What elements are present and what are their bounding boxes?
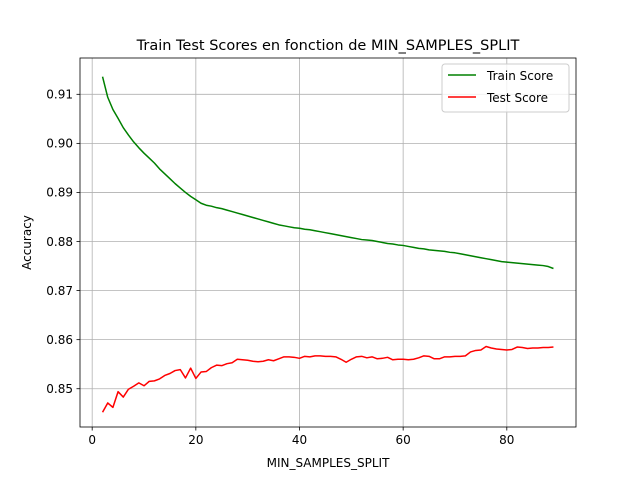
x-tick-label: 0: [88, 433, 96, 447]
test-score-line: [101, 345, 554, 413]
legend-label-train: Train Score: [486, 69, 553, 83]
y-tick-label: 0.90: [46, 137, 73, 151]
y-tick-label: 0.87: [46, 284, 73, 298]
train-score-line: [101, 76, 554, 270]
y-tick-label: 0.91: [46, 88, 73, 102]
grid: [80, 58, 576, 427]
legend-label-test: Test Score: [486, 91, 548, 105]
x-tick-label: 80: [499, 433, 514, 447]
y-tick-label: 0.89: [46, 186, 73, 200]
plot-area: [80, 58, 576, 427]
y-tick-label: 0.88: [46, 235, 73, 249]
y-tick-label: 0.85: [46, 382, 73, 396]
legend-box: [441, 63, 570, 113]
legend: Train Score Test Score: [441, 63, 570, 113]
ticks: 0 20 40 60 80 0.85 0.86 0.87 0.88 0.89 0.90 0.91: [46, 88, 514, 447]
y-tick-label: 0.86: [46, 333, 73, 347]
x-tick-label: 20: [188, 433, 203, 447]
x-tick-label: 40: [292, 433, 307, 447]
x-axis-label: MIN_SAMPLES_SPLIT: [267, 456, 390, 470]
y-axis-label: Accuracy: [20, 215, 34, 270]
chart-title: Train Test Scores en fonction de MIN_SAM…: [136, 38, 520, 54]
plot-frame: [79, 57, 577, 428]
series-lines: [101, 76, 554, 413]
x-tick-label: 60: [396, 433, 411, 447]
